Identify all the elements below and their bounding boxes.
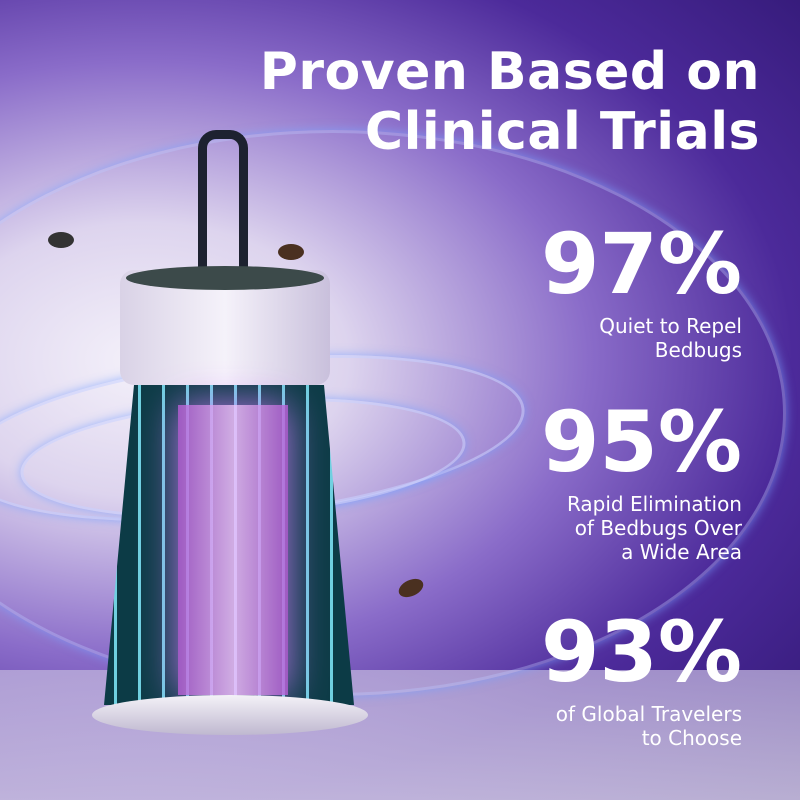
lamp-cap-top bbox=[126, 266, 324, 290]
uv-light-core bbox=[178, 405, 288, 695]
stat-quiet: 97% Quiet to Repel Bedbugs bbox=[541, 222, 742, 362]
mosquito-lamp-image bbox=[78, 130, 388, 735]
stat-percent: 95% bbox=[540, 393, 742, 491]
stat-desc: of Global Travelers bbox=[555, 702, 742, 726]
stat-desc: of Bedbugs Over bbox=[574, 516, 742, 540]
stat-desc: a Wide Area bbox=[621, 540, 742, 564]
headline: Proven Based on Clinical Trials bbox=[260, 42, 760, 162]
stat-elimination: 95% Rapid Elimination of Bedbugs Over a … bbox=[541, 400, 742, 564]
stat-percent: 93% bbox=[540, 603, 742, 701]
stat-desc: Bedbugs bbox=[654, 338, 742, 362]
stat-desc: to Choose bbox=[641, 726, 742, 750]
bedbug-icon bbox=[278, 244, 304, 260]
stat-desc: Rapid Elimination bbox=[566, 492, 742, 516]
lamp-base bbox=[92, 695, 368, 735]
stat-percent: 97% bbox=[540, 215, 742, 313]
stat-travelers: 93% of Global Travelers to Choose bbox=[541, 610, 742, 750]
lamp-strap bbox=[198, 130, 248, 289]
fly-icon bbox=[48, 232, 74, 248]
headline-line2: Clinical Trials bbox=[364, 102, 760, 162]
stat-desc: Quiet to Repel bbox=[599, 314, 742, 338]
headline-line1: Proven Based on bbox=[259, 42, 760, 102]
